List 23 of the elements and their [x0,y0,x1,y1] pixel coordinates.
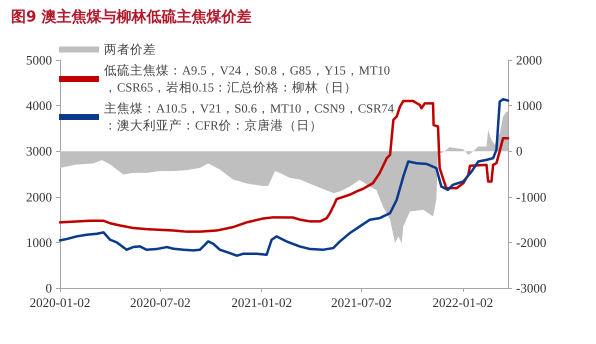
x-tick-label: 2022-01-02 [432,295,494,310]
y-tick-label: 0 [46,280,52,296]
x-tick-label: 2020-07-02 [130,295,191,310]
y-tick-label: 2000 [26,189,52,204]
line-series [58,100,510,233]
y2-tick-label: 1000 [516,98,542,114]
y2-tick-label: 2000 [516,52,542,68]
y2-tick-label: -3000 [516,280,546,296]
line-series [58,98,510,257]
x-tick-label: 2021-07-02 [331,295,392,310]
y-tick-label: 5000 [26,52,52,68]
y2-tick-label: -2000 [516,234,546,250]
y2-tick-label: -1000 [516,189,546,204]
x-tick-label: 2021-01-02 [231,295,292,310]
legend-label: 主焦煤：A10.5，V21，S0.6，MT10，CSN9，CSR74：澳大利亚产：CFR价：京唐港（日） [104,100,395,132]
chart-title: 图9 澳主焦煤与柳林低硫主焦煤价差 [11,8,252,26]
x-tick-label: 2020-01-02 [30,295,90,310]
y2-tick-label: 0 [516,144,522,159]
legend-label: 低硫主焦煤：A9.5，V24，S0.8，G85，Y15，MT10，CSR65，岩相0.15：汇总价格：柳林（日） [104,62,390,94]
y-tick-label: 1000 [26,234,52,250]
y-tick-label: 3000 [26,144,52,159]
legend-label: 两者价差 [104,42,156,56]
y-tick-label: 4000 [26,98,52,114]
